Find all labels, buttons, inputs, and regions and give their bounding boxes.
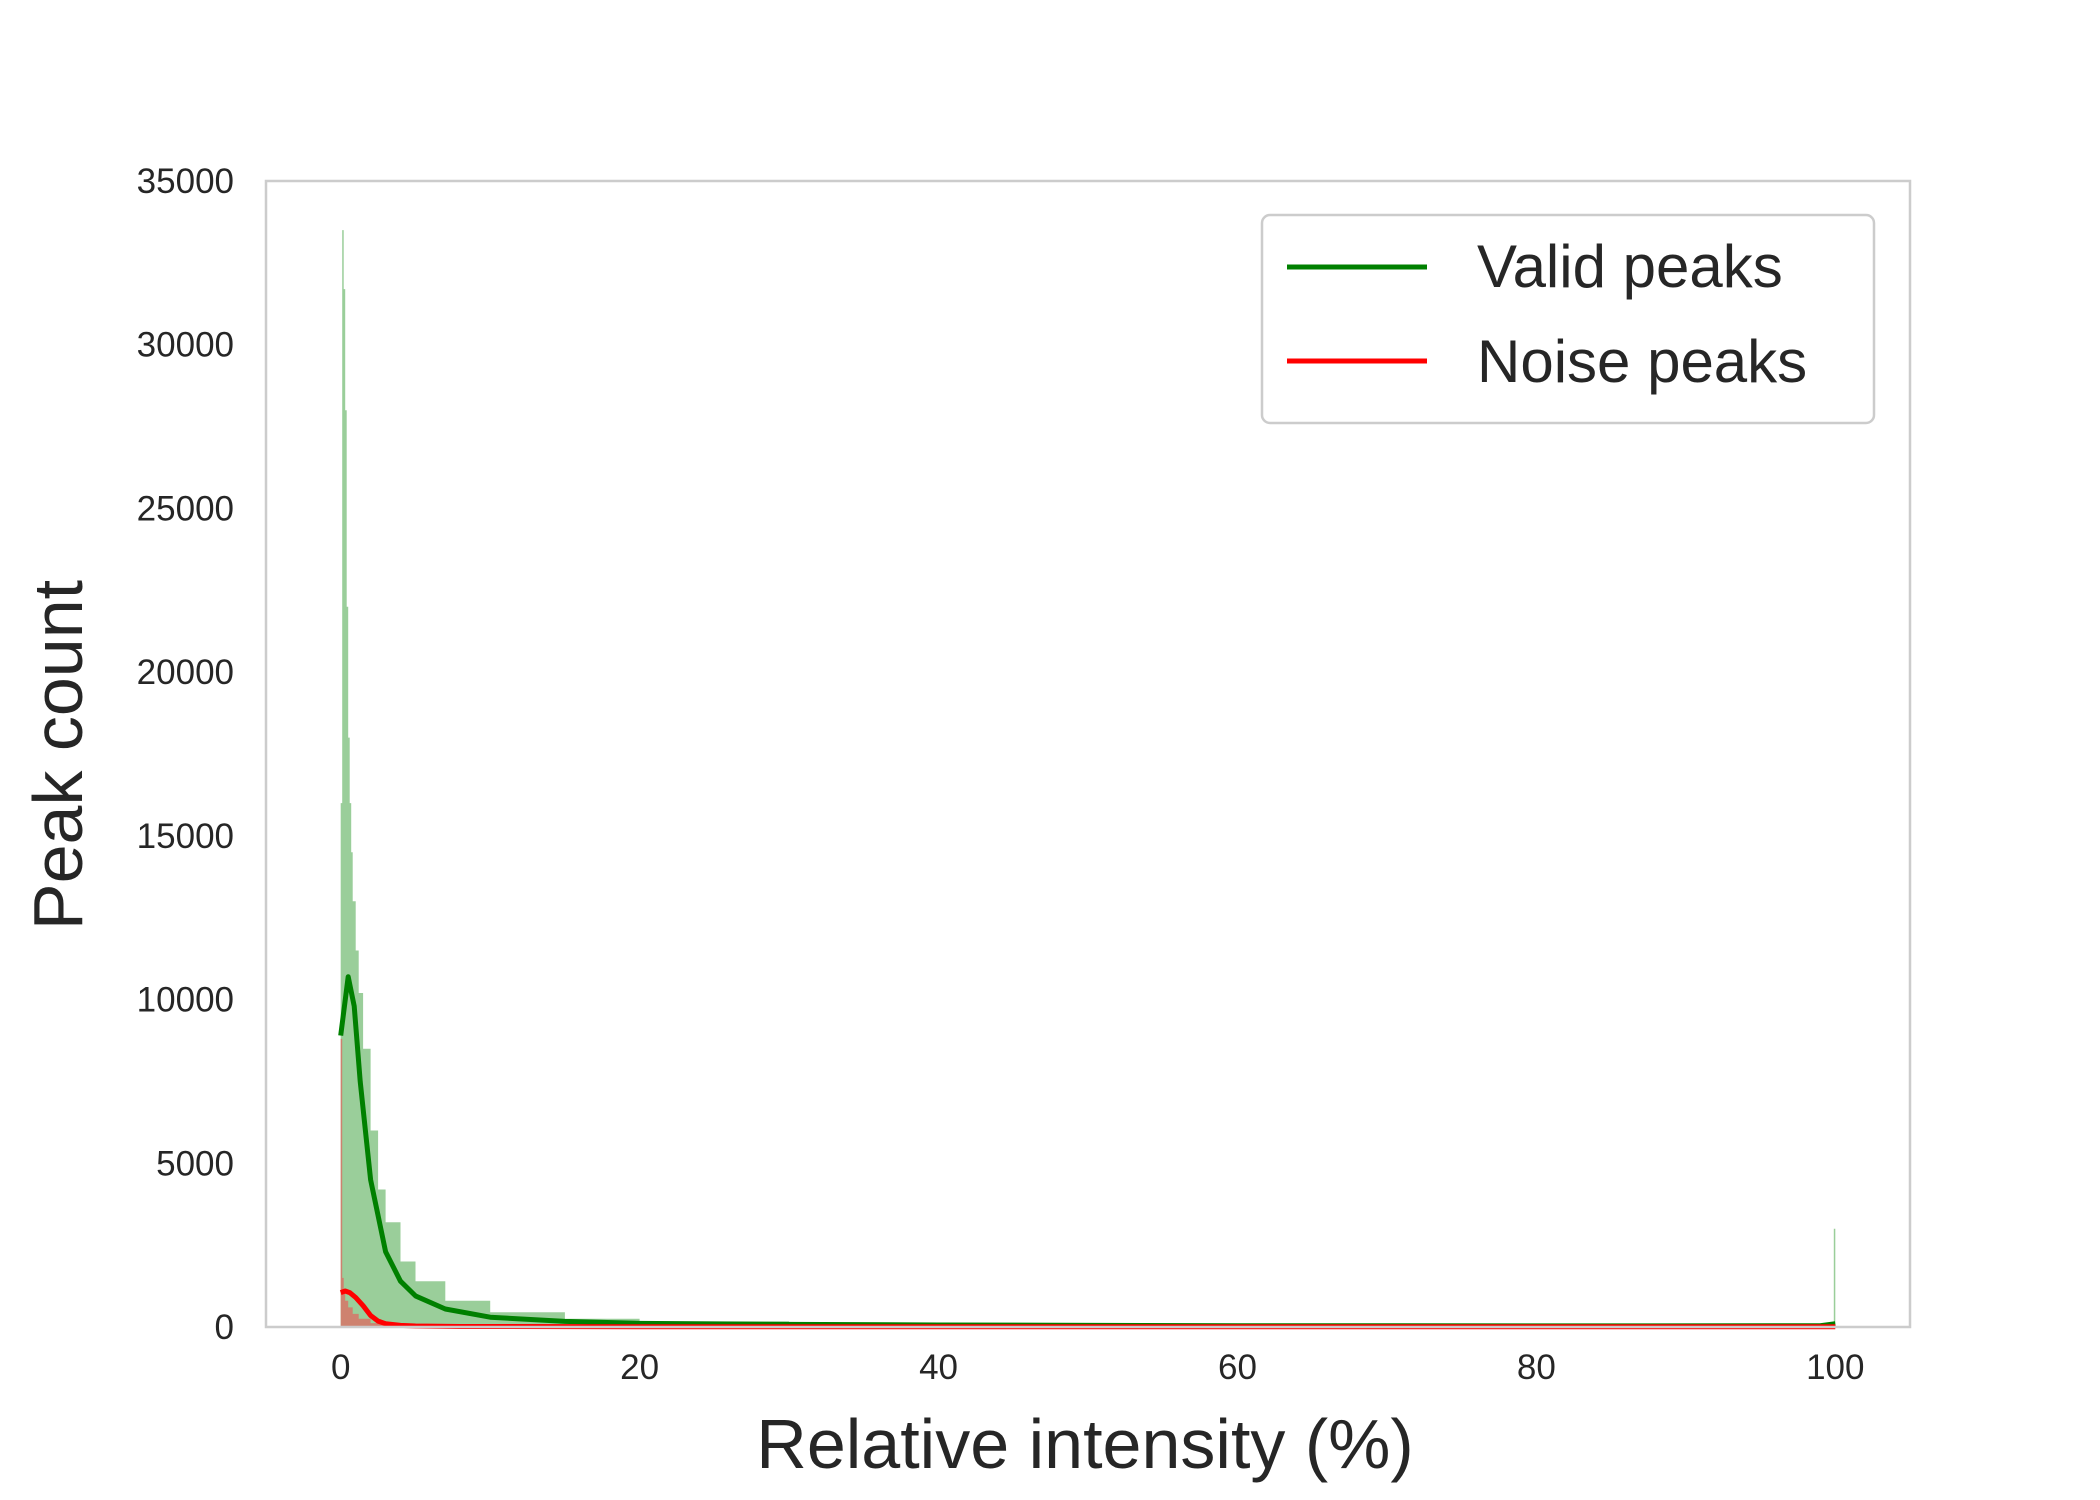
- axes-frame: [264, 179, 1912, 1329]
- y-tick-label: 15000: [137, 817, 234, 856]
- x-tick-label: 60: [1218, 1348, 1257, 1387]
- x-tick-label: 40: [919, 1348, 958, 1387]
- y-tick-label: 0: [215, 1308, 234, 1347]
- legend: Valid peaks Noise peaks: [1260, 213, 1876, 425]
- x-tick-label: 80: [1517, 1348, 1556, 1387]
- y-tick-label: 20000: [137, 653, 234, 692]
- legend-label-noise-peaks: Noise peaks: [1477, 328, 1807, 395]
- x-tick-label: 0: [331, 1348, 350, 1387]
- y-axis-title: Peak count: [19, 580, 97, 930]
- y-tick-label: 35000: [137, 162, 234, 201]
- y-tick-label: 25000: [137, 489, 234, 528]
- x-axis-title: Relative intensity (%): [756, 1405, 1413, 1483]
- y-tick-label: 30000: [137, 326, 234, 365]
- y-tick-label: 5000: [156, 1144, 234, 1183]
- y-tick-label: 10000: [137, 981, 234, 1020]
- axis-ticks: 0 20 40 60 80 100 0 5000 10000 15000 20000 25000 300…: [137, 162, 1865, 1387]
- x-tick-label: 100: [1806, 1348, 1864, 1387]
- legend-label-valid-peaks: Valid peaks: [1477, 233, 1783, 300]
- x-tick-label: 20: [620, 1348, 659, 1387]
